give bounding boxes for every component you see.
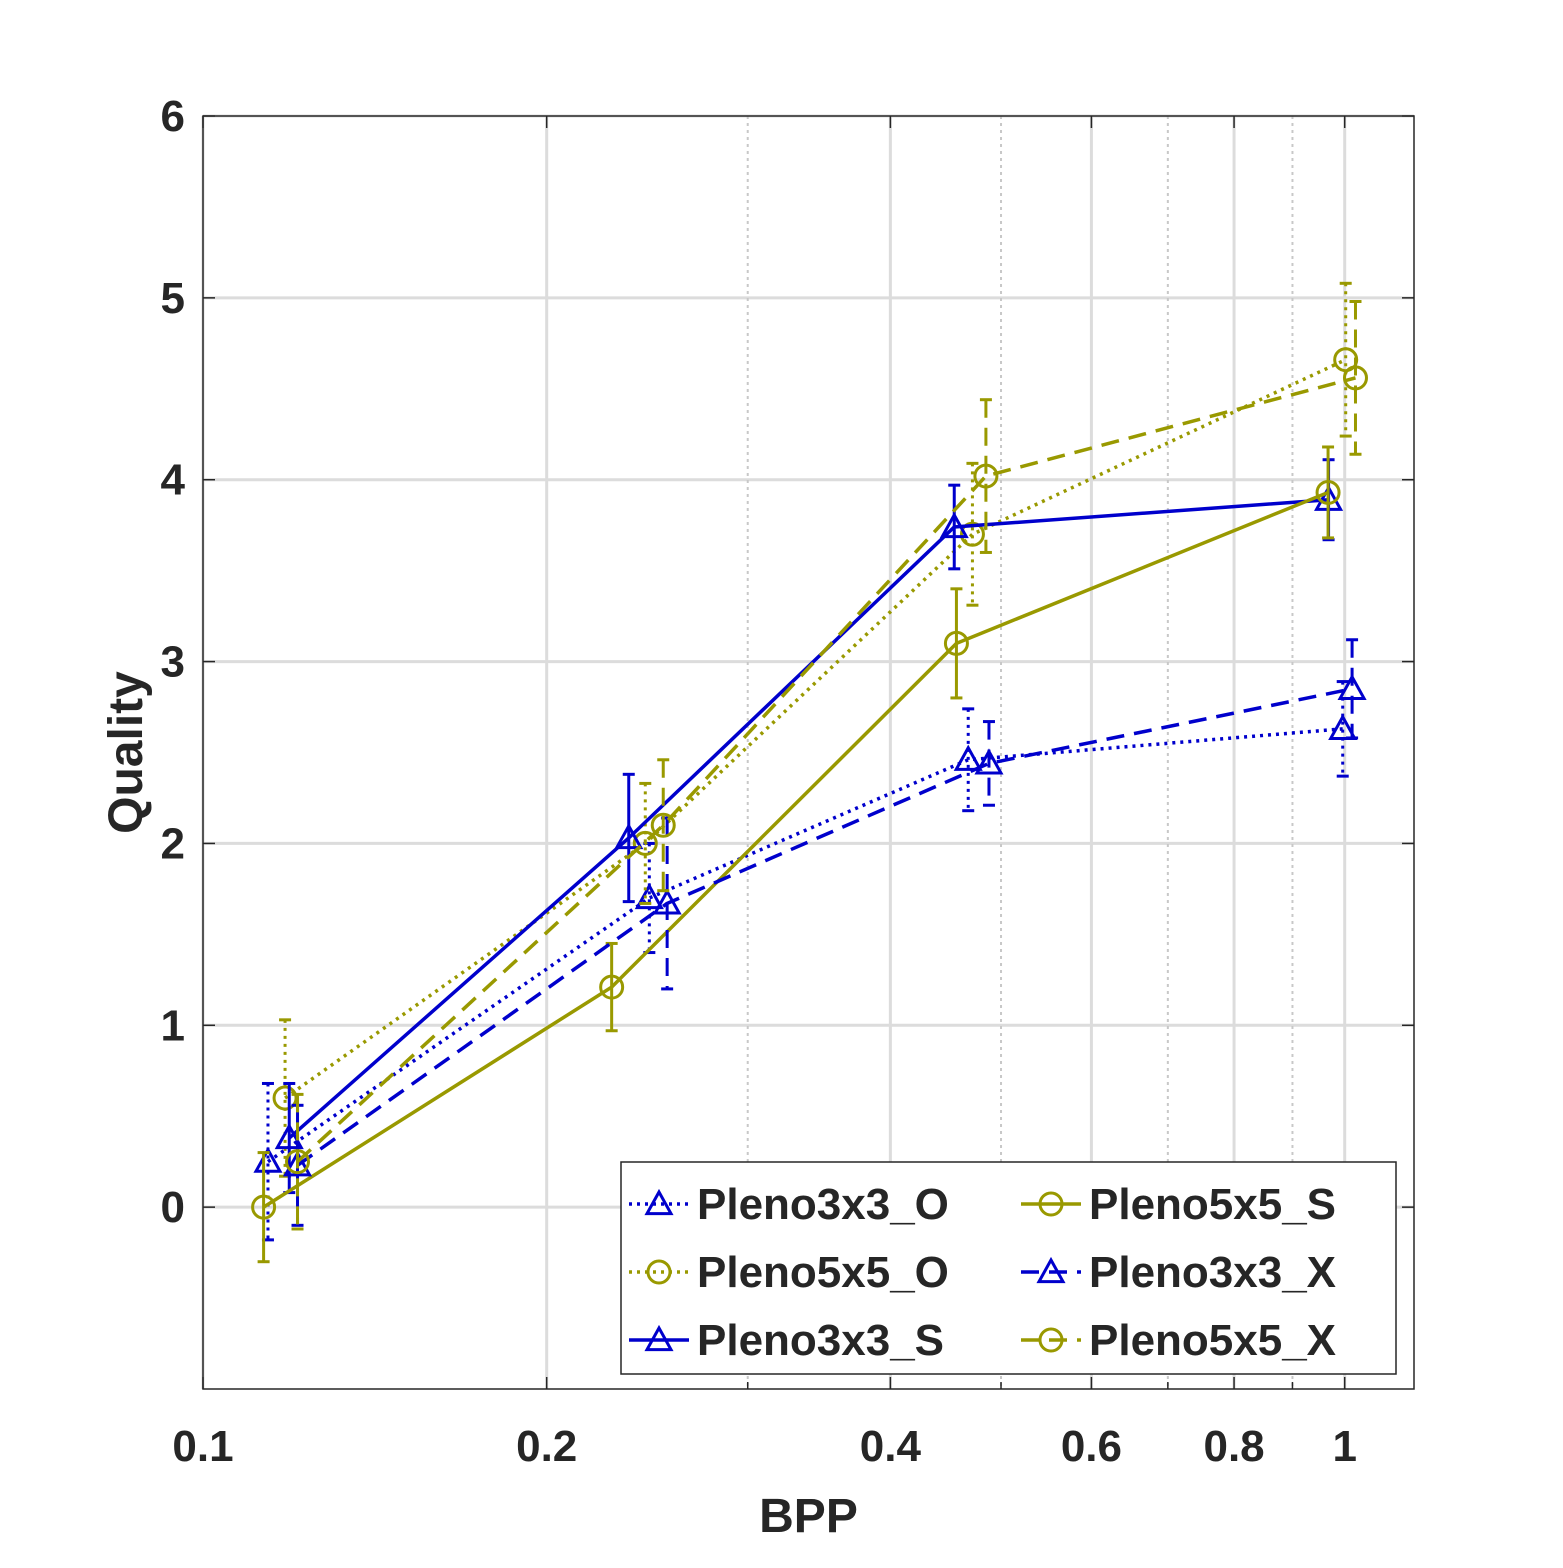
ticks: 0 1 2 3 4 5 6 0.1 0.2 0.4 0.6 0.8 1 xyxy=(161,92,1414,1471)
x-tick-label: 1 xyxy=(1332,1422,1356,1471)
legend-label: Pleno5x5_O xyxy=(697,1248,949,1297)
axes-box xyxy=(202,115,1415,1390)
legend-marker xyxy=(1036,1256,1066,1284)
y-tick-label: 0 xyxy=(161,1183,185,1232)
legend-label: Pleno5x5_S xyxy=(1089,1180,1336,1229)
data-point xyxy=(1342,365,1368,391)
data-point xyxy=(282,1150,313,1177)
data-point xyxy=(650,812,676,838)
legend-label: Pleno5x5_X xyxy=(1089,1316,1336,1365)
series-pleno5x5-s xyxy=(251,445,1341,1264)
y-tick-label: 2 xyxy=(161,819,185,868)
legend-item: Pleno3x3_X xyxy=(1021,1248,1336,1297)
series-pleno5x5-x xyxy=(285,299,1368,1231)
x-tick-label: 0.8 xyxy=(1203,1422,1264,1471)
series-line xyxy=(296,376,1356,1163)
data-point xyxy=(634,882,664,910)
legend: Pleno3x3_O Pleno5x5_O Pleno3x3_S Pleno5x5_S… xyxy=(620,1161,1397,1375)
data-point xyxy=(959,521,985,547)
legend-item: Pleno5x5_O xyxy=(629,1248,949,1297)
x-tick-label: 0.1 xyxy=(172,1422,233,1471)
legend-item: Pleno5x5_X xyxy=(1021,1316,1336,1365)
data-point xyxy=(632,830,658,856)
series-line xyxy=(262,490,1329,1209)
legend-item: Pleno3x3_S xyxy=(629,1316,944,1365)
series-group xyxy=(251,281,1368,1264)
series-line xyxy=(284,358,1347,1100)
legend-item: Pleno5x5_S xyxy=(1021,1180,1336,1229)
legend-marker xyxy=(646,1259,672,1285)
data-point xyxy=(943,630,969,656)
y-axis-label: Quality xyxy=(100,671,153,834)
data-point xyxy=(285,1149,311,1175)
data-point xyxy=(1337,673,1367,700)
legend-marker xyxy=(644,1188,674,1216)
data-point xyxy=(973,463,999,489)
series-line xyxy=(296,687,1353,1167)
data-point xyxy=(274,1122,304,1150)
y-tick-label: 3 xyxy=(161,638,185,687)
data-point xyxy=(939,511,969,539)
data-point xyxy=(953,744,983,771)
data-point xyxy=(614,822,644,850)
data-point xyxy=(652,888,682,915)
y-tick-label: 5 xyxy=(161,274,185,323)
series-pleno5x5-o xyxy=(272,281,1359,1178)
x-tick-label: 0.6 xyxy=(1061,1422,1122,1471)
x-tick-label: 0.2 xyxy=(516,1422,577,1471)
legend-marker xyxy=(644,1324,674,1352)
legend-label: Pleno3x3_S xyxy=(697,1316,944,1365)
data-point xyxy=(974,748,1004,775)
series-line xyxy=(288,497,1329,1140)
data-point xyxy=(1315,479,1341,505)
data-point xyxy=(251,1194,277,1220)
legend-box xyxy=(620,1161,1397,1375)
y-tick-label: 6 xyxy=(161,92,185,141)
data-point xyxy=(1328,713,1358,740)
legend-marker xyxy=(1038,1191,1064,1217)
data-point xyxy=(253,1146,283,1173)
y-tick-label: 4 xyxy=(161,456,186,505)
y-tick-label: 1 xyxy=(161,1001,185,1050)
x-tick-label: 0.4 xyxy=(860,1422,922,1471)
legend-item: Pleno3x3_O xyxy=(629,1180,949,1229)
x-axis-label: BPP xyxy=(759,1490,858,1543)
data-point xyxy=(599,974,625,1000)
legend-marker xyxy=(1038,1327,1064,1353)
legend-label: Pleno3x3_O xyxy=(697,1180,949,1229)
legend-label: Pleno3x3_X xyxy=(1089,1248,1336,1297)
